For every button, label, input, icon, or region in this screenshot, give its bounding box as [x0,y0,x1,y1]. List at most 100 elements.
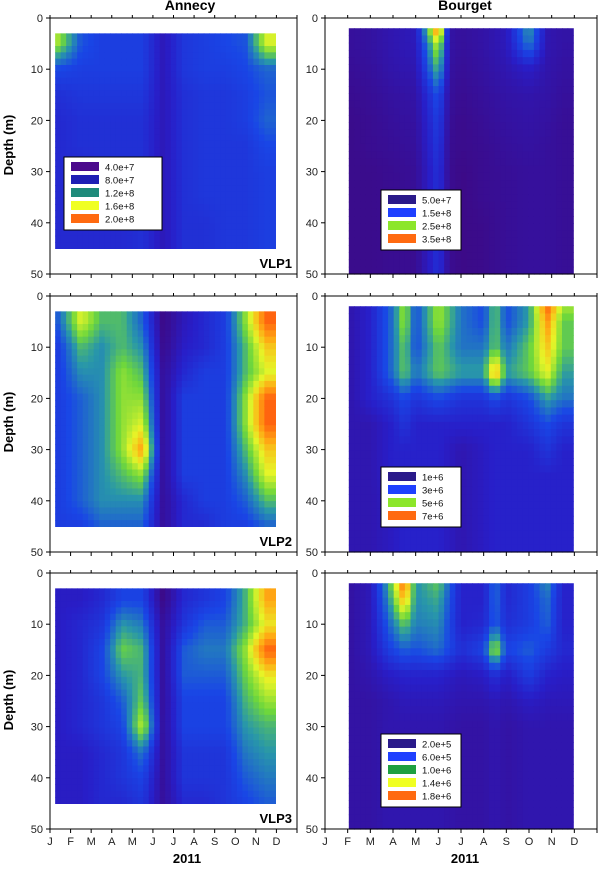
heatmap-cell [165,178,172,186]
heatmap-cell [231,374,238,382]
heatmap-cell [489,143,496,152]
heatmap-cell [203,425,210,433]
heatmap-cell [209,210,216,218]
heatmap-cell [159,311,166,319]
heatmap-cell [110,456,117,464]
heatmap-cell [214,121,221,129]
heatmap-cell [159,204,166,212]
heatmap-cell [231,380,238,388]
heatmap-cell [449,537,456,546]
heatmap-cell [220,223,227,231]
heatmap-cell [438,342,445,351]
heatmap-cell [269,242,276,249]
heatmap-cell [388,165,395,174]
heatmap-cell [264,488,271,496]
heatmap-cell [258,102,265,110]
heatmap-cell [567,151,574,159]
heatmap-cell [393,356,400,365]
heatmap-cell [148,456,155,464]
heatmap-cell [399,436,406,445]
heatmap-cell [66,77,73,85]
heatmap-cell [449,86,456,94]
heatmap-cell [148,494,155,502]
heatmap-cell [137,317,144,325]
heatmap-cell [438,136,445,145]
heatmap-cell [71,235,78,243]
heatmap-cell [556,114,563,123]
heatmap-cell [77,368,84,376]
heatmap-cell [472,122,479,131]
heatmap-cell [214,418,221,426]
heatmap-cell [269,159,276,167]
heatmap-cell [466,364,473,372]
heatmap-cell [421,342,428,351]
heatmap-cell [444,136,451,145]
heatmap-cell [231,475,238,483]
heatmap-cell [505,172,513,181]
heatmap-cell [159,102,166,110]
heatmap-cell [187,191,194,199]
y-axis-label-row2: Depth (m) [1,392,16,453]
heatmap-cell [132,355,139,363]
heatmap-cell [55,147,62,155]
heatmap-cell [410,392,417,401]
heatmap-cell [165,216,172,224]
heatmap-cell [399,392,406,401]
heatmap-cell [126,399,133,407]
heatmap-cell [192,368,199,376]
heatmap-cell [242,166,249,174]
heatmap-cell [421,35,428,44]
heatmap-cell [121,437,128,445]
heatmap-cell [154,456,161,464]
heatmap-cell [203,134,210,142]
heatmap-cell [264,235,271,243]
heatmap-cell [382,28,389,37]
heatmap-cell [269,172,276,180]
heatmap-cell [159,210,166,218]
heatmap-cell [348,237,356,246]
heatmap-cell [247,444,254,452]
heatmap-cell [247,242,254,249]
heatmap-cell [82,450,89,458]
heatmap-cell [176,380,183,388]
heatmap-cell [187,469,194,477]
heatmap-cell [247,463,254,471]
heatmap-cell [209,475,216,483]
heatmap-cell [104,482,111,490]
heatmap-cell [170,140,177,148]
heatmap-cell [388,530,395,539]
heatmap-cell [225,96,232,104]
heatmap-cell [60,418,67,426]
heatmap-cell [416,136,423,145]
heatmap-cell [159,431,166,439]
heatmap-cell [82,342,89,350]
heatmap-cell [110,311,117,319]
heatmap-cell [170,513,177,521]
heatmap-cell [382,136,389,145]
heatmap-cell [148,488,155,496]
heatmap-cell [567,216,574,224]
heatmap-cell [253,166,260,174]
heatmap-cell [165,58,172,66]
heatmap-cell [371,259,378,268]
heatmap-cell [522,143,529,152]
heatmap-cell [354,320,361,329]
heatmap-cell [461,472,468,481]
heatmap-cell [472,35,479,44]
heatmap-cell [176,330,183,338]
legend-swatch [388,234,416,243]
heatmap-cell [154,431,161,439]
heatmap-cell [382,313,389,322]
heatmap-cell [511,49,518,58]
heatmap-cell [88,444,95,452]
heatmap-cell [88,425,95,433]
heatmap-cell [466,230,473,239]
heatmap-cell [371,165,378,174]
heatmap-cell [360,479,367,488]
heatmap-cell [165,197,172,205]
heatmap-cell [264,507,271,515]
heatmap-cell [165,109,172,117]
heatmap-cell [483,194,490,203]
heatmap-cell [192,507,199,515]
heatmap-cell [71,229,78,237]
